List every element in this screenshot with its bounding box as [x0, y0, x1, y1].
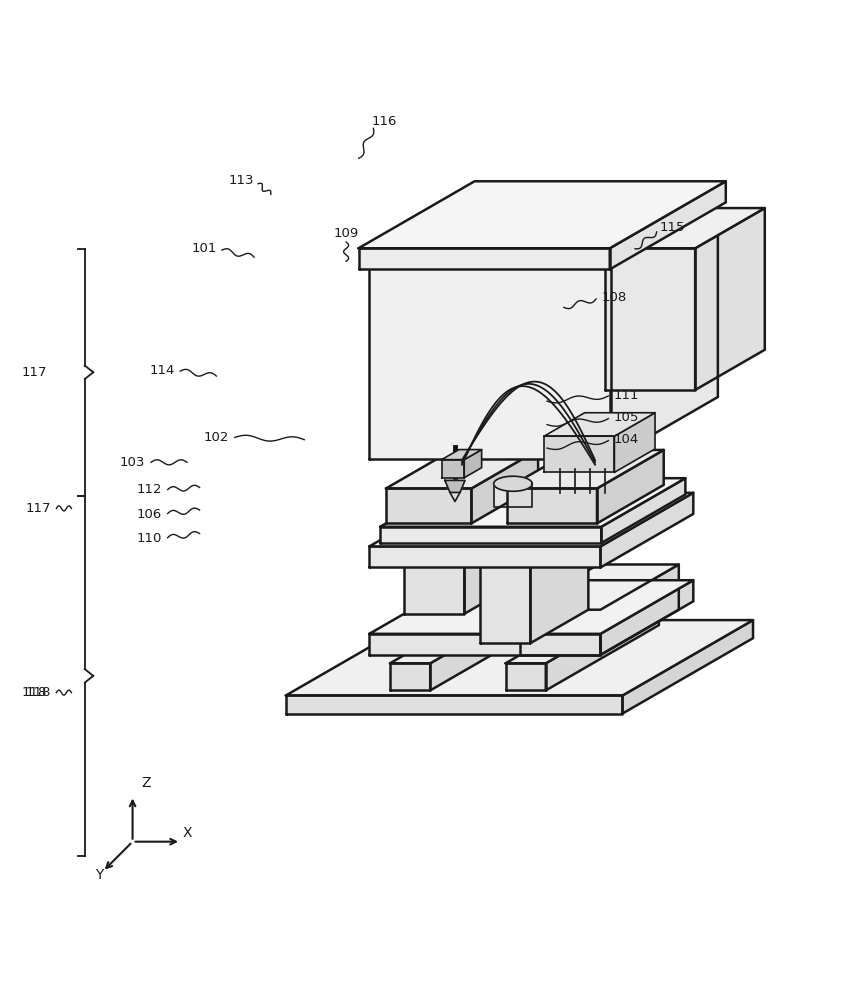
Text: 117: 117 [25, 502, 51, 515]
Text: 115: 115 [660, 221, 685, 234]
Text: 102: 102 [204, 431, 229, 444]
Text: 110: 110 [137, 532, 162, 545]
Polygon shape [604, 208, 765, 248]
Text: 114: 114 [149, 364, 175, 377]
Polygon shape [369, 634, 600, 655]
Polygon shape [520, 564, 679, 610]
Polygon shape [358, 248, 609, 269]
Polygon shape [369, 204, 718, 266]
Text: 112: 112 [137, 483, 162, 496]
Text: 117: 117 [22, 366, 47, 379]
Polygon shape [369, 266, 610, 459]
Text: Y: Y [94, 868, 103, 882]
Text: 101: 101 [191, 242, 217, 255]
Text: 118: 118 [22, 686, 47, 699]
Polygon shape [600, 564, 679, 655]
Text: 103: 103 [120, 456, 145, 469]
Text: 116: 116 [371, 115, 396, 128]
Polygon shape [404, 514, 523, 547]
Polygon shape [507, 488, 597, 523]
Polygon shape [622, 620, 753, 714]
Polygon shape [600, 493, 693, 567]
Polygon shape [369, 493, 693, 546]
Polygon shape [369, 546, 600, 567]
Polygon shape [390, 598, 544, 663]
Polygon shape [286, 620, 753, 695]
Polygon shape [545, 598, 659, 690]
Polygon shape [358, 181, 726, 248]
Polygon shape [404, 547, 464, 614]
Polygon shape [544, 436, 615, 472]
Polygon shape [601, 478, 685, 543]
Polygon shape [695, 208, 765, 390]
Polygon shape [386, 488, 471, 523]
Polygon shape [481, 504, 588, 538]
Polygon shape [520, 610, 600, 655]
Text: 111: 111 [614, 389, 640, 402]
Polygon shape [600, 580, 693, 655]
Text: X: X [182, 826, 192, 840]
Polygon shape [380, 478, 685, 527]
Polygon shape [494, 484, 532, 507]
Polygon shape [609, 181, 726, 269]
Text: 104: 104 [614, 433, 639, 446]
Polygon shape [481, 538, 530, 643]
Text: 105: 105 [614, 411, 639, 424]
Polygon shape [442, 460, 464, 478]
Text: Z: Z [141, 776, 150, 790]
Polygon shape [442, 450, 481, 460]
Polygon shape [430, 598, 544, 690]
Polygon shape [544, 413, 655, 436]
Text: 113: 113 [228, 174, 255, 187]
Polygon shape [610, 204, 718, 459]
Polygon shape [494, 476, 532, 491]
Polygon shape [286, 695, 622, 714]
Polygon shape [471, 450, 538, 523]
Polygon shape [390, 663, 430, 690]
Polygon shape [604, 248, 695, 390]
Polygon shape [369, 580, 693, 634]
Polygon shape [530, 504, 588, 643]
Polygon shape [506, 663, 545, 690]
Polygon shape [445, 480, 465, 492]
Polygon shape [506, 598, 659, 663]
Text: 106: 106 [137, 508, 162, 521]
Polygon shape [507, 450, 663, 488]
Polygon shape [597, 450, 663, 523]
Polygon shape [464, 450, 481, 478]
Polygon shape [464, 514, 523, 614]
Polygon shape [380, 527, 601, 543]
Text: 118: 118 [25, 686, 51, 699]
Text: 108: 108 [602, 291, 626, 304]
Text: 109: 109 [334, 227, 359, 240]
Polygon shape [386, 450, 538, 488]
Polygon shape [615, 413, 655, 472]
